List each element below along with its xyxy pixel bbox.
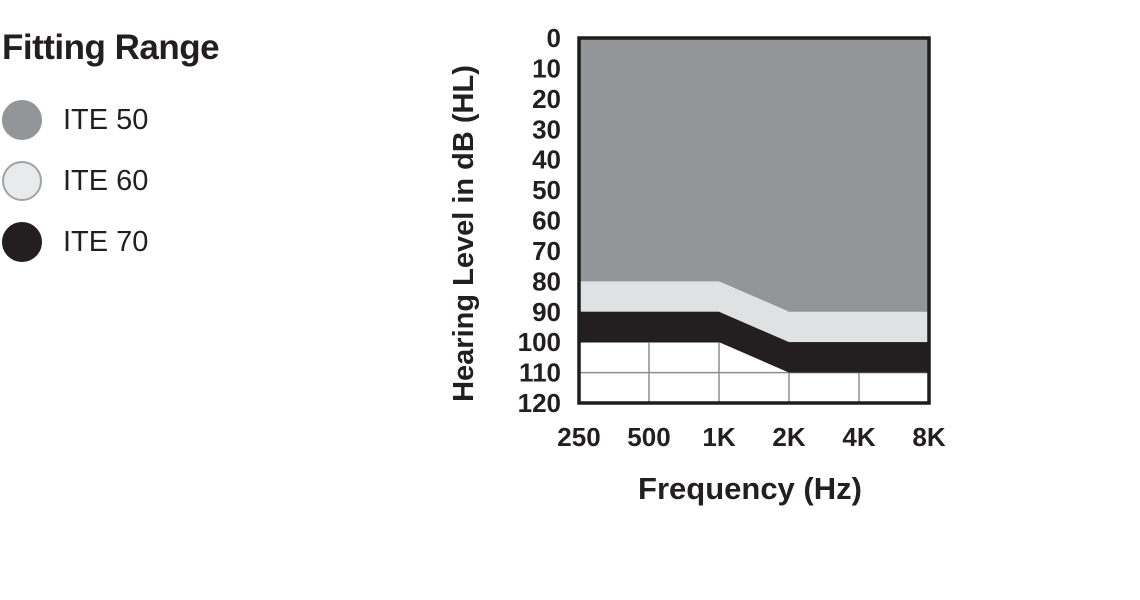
area-ite-50 [579, 38, 929, 312]
y-axis-title: Hearing Level in dB (HL) [448, 65, 480, 402]
y-tick-label-20: 20 [532, 84, 561, 114]
y-tick-label-40: 40 [532, 145, 561, 175]
audiogram-chart: 0 10 20 30 40 50 60 70 80 90 100 110 120 250 500 1K 2K 4K… [430, 10, 970, 530]
area-ite-70 [579, 311, 929, 373]
legend-item-ite-50: ITE 50 [2, 100, 322, 140]
legend-item-ite-70: ITE 70 [2, 222, 322, 262]
y-tick-label-30: 30 [532, 114, 561, 144]
y-tick-label-120: 120 [518, 388, 561, 418]
y-tick-label-70: 70 [532, 236, 561, 266]
x-tick-label-1K: 1K [702, 422, 735, 452]
x-tick-label-250: 250 [557, 422, 600, 452]
x-tick-label-4K: 4K [842, 422, 875, 452]
y-tick-label-100: 100 [518, 327, 561, 357]
ite-60-swatch-icon [2, 161, 42, 201]
y-tick-label-80: 80 [532, 266, 561, 296]
x-tick-label-2K: 2K [772, 422, 805, 452]
x-axis-title: Frequency (Hz) [638, 471, 862, 506]
legend-title: Fitting Range [2, 28, 220, 67]
y-tick-label-90: 90 [532, 297, 561, 327]
ite-50-swatch-icon [2, 100, 42, 140]
y-tick-label-110: 110 [519, 358, 561, 388]
legend-item-label: ITE 50 [63, 103, 149, 136]
y-tick-label-10: 10 [532, 53, 561, 83]
x-tick-label-500: 500 [627, 422, 670, 452]
ite-70-swatch-icon [2, 222, 42, 262]
legend-item-label: ITE 70 [63, 225, 149, 258]
y-tick-label-60: 60 [532, 206, 561, 236]
y-tick-label-0: 0 [547, 23, 561, 53]
area-ite-60 [579, 281, 929, 343]
legend-item-ite-60: ITE 60 [2, 161, 322, 201]
plot-border [577, 36, 931, 405]
y-tick-label-50: 50 [532, 175, 561, 205]
fitting-range-legend: Fitting Range ITE 50 ITE 60 ITE 70 [2, 28, 322, 283]
legend-item-label: ITE 60 [63, 164, 149, 197]
x-tick-label-8K: 8K [912, 422, 945, 452]
